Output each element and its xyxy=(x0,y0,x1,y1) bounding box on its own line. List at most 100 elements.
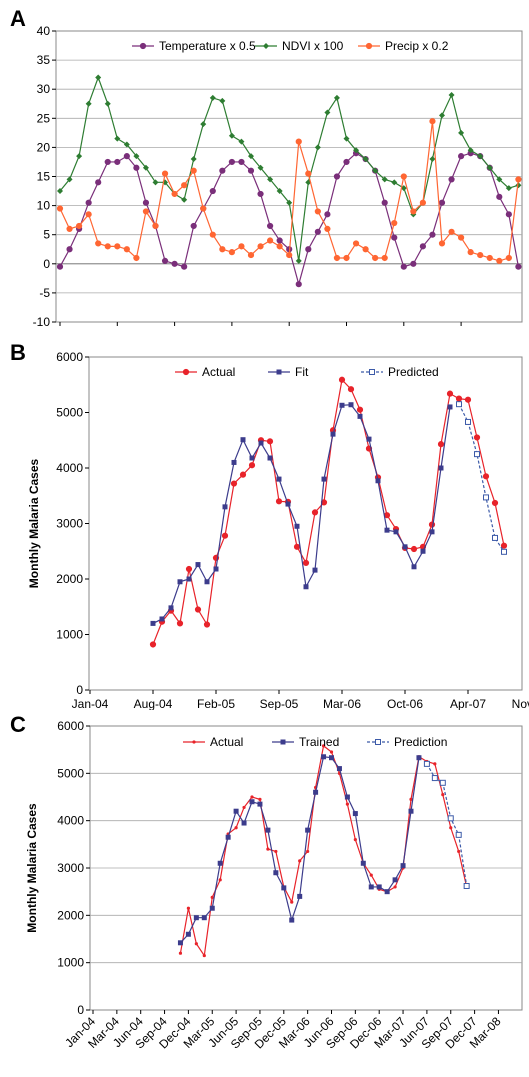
a-data-point xyxy=(238,158,245,166)
c-y-tick-label: 2000 xyxy=(57,908,84,922)
c-legend: Actual Trained Prediction xyxy=(183,735,447,749)
a-series-2 xyxy=(56,118,522,264)
b-data-point xyxy=(159,616,165,622)
c-y-axis-label: Monthly Malaria Cases xyxy=(25,803,39,933)
b-data-point xyxy=(149,641,157,648)
c-data-point xyxy=(376,884,382,890)
a-data-point xyxy=(505,254,512,262)
a-data-point xyxy=(276,243,283,250)
a-data-point xyxy=(429,156,436,163)
a-data-point xyxy=(295,257,302,264)
b-series-0 xyxy=(149,376,508,648)
a-y-tick-label: 30 xyxy=(37,82,51,96)
b-series-2 xyxy=(456,401,507,555)
a-data-point xyxy=(333,254,341,262)
c-data-point xyxy=(218,878,222,882)
a-data-point xyxy=(333,173,341,180)
panel-c: C 0 1000 2000 3000 4000 5000 6000 Jan-04 Mar-04 J… xyxy=(0,712,529,1077)
b-x-tick-label: Aug-04 xyxy=(134,697,173,710)
a-data-point xyxy=(104,100,111,107)
c-y-tick-label: 5000 xyxy=(57,766,84,780)
a-data-point xyxy=(372,254,379,262)
b-data-point xyxy=(222,504,228,510)
a-y-tick-label: 35 xyxy=(37,53,51,67)
a-data-point xyxy=(142,208,150,215)
a-data-point xyxy=(181,263,188,270)
b-data-point xyxy=(185,565,193,573)
a-data-point xyxy=(209,187,216,195)
a-data-point xyxy=(295,281,302,288)
c-data-point xyxy=(409,797,413,801)
c-data-point xyxy=(273,870,279,876)
a-data-point xyxy=(228,132,235,139)
a-x-tick-label: Jan-06 xyxy=(271,329,308,330)
c-legend-label: Trained xyxy=(299,735,339,749)
c-data-point xyxy=(431,775,438,782)
c-data-point xyxy=(449,826,453,830)
b-data-point xyxy=(384,527,390,533)
c-data-point xyxy=(194,942,198,946)
a-data-point xyxy=(190,156,197,163)
a-data-point xyxy=(324,211,331,218)
a-data-point xyxy=(410,260,417,267)
b-y-tick-label: 3000 xyxy=(56,517,83,531)
b-series-line xyxy=(152,404,451,624)
c-data-point xyxy=(274,849,278,854)
a-data-point xyxy=(142,164,149,171)
c-data-point xyxy=(400,863,406,869)
c-data-point xyxy=(234,826,238,830)
b-data-point xyxy=(294,523,300,529)
a-x-axis: Jan-04 Jul-04 Jan-05 Jul-05 Jan-06 Jul-06 Jan-… xyxy=(42,322,478,330)
c-data-point xyxy=(185,931,191,937)
a-legend-swatch-marker xyxy=(139,42,147,50)
a-data-point xyxy=(458,129,465,136)
a-data-point xyxy=(496,176,503,183)
b-data-point xyxy=(366,436,372,442)
b-data-point xyxy=(464,396,472,403)
a-data-point xyxy=(486,254,493,262)
c-data-point xyxy=(408,808,414,814)
c-data-point xyxy=(313,789,319,795)
a-y-tick-label: -10 xyxy=(33,315,51,329)
b-y-axis: 0 1000 2000 3000 4000 5000 6000 xyxy=(56,350,89,697)
a-data-point xyxy=(314,228,321,235)
b-data-point xyxy=(303,584,309,590)
a-data-point xyxy=(85,199,92,206)
a-data-point xyxy=(391,219,398,227)
a-data-point xyxy=(114,243,121,250)
b-data-point xyxy=(275,498,283,505)
a-x-tick-label: Jan-07 xyxy=(385,329,422,330)
a-data-point xyxy=(171,190,178,198)
c-data-point xyxy=(463,882,470,889)
b-data-point xyxy=(437,441,445,448)
a-data-point xyxy=(439,112,445,119)
a-data-point xyxy=(381,176,388,183)
a-data-point xyxy=(200,121,207,128)
a-data-point xyxy=(267,237,274,244)
b-series-line xyxy=(152,378,505,645)
b-data-point xyxy=(312,567,318,573)
a-y-tick-label: 20 xyxy=(37,140,51,154)
b-data-point xyxy=(492,534,498,541)
a-data-point xyxy=(219,167,226,174)
a-data-point xyxy=(515,182,522,189)
b-data-point xyxy=(411,564,417,570)
c-data-point xyxy=(233,808,239,814)
a-data-point xyxy=(324,109,331,116)
a-series-0 xyxy=(56,150,522,288)
a-data-point xyxy=(190,222,197,230)
panel-b: B 0 1000 2000 3000 4000 5000 6000 Jan-04 Aug-04 F… xyxy=(0,340,529,710)
b-data-point xyxy=(357,413,363,419)
b-x-tick-label: Jan-04 xyxy=(72,697,109,710)
a-data-point xyxy=(515,176,522,183)
a-data-point xyxy=(66,225,73,232)
chart-a: -10-50510152025303540Jan-04Jul-04Jan-05J… xyxy=(33,24,523,330)
b-legend-swatch-marker xyxy=(182,368,190,376)
b-x-tick-label: Mar-06 xyxy=(323,697,361,710)
c-data-point xyxy=(306,849,310,854)
c-data-point xyxy=(177,940,183,946)
b-data-point xyxy=(455,395,463,402)
a-x-tick-label: Jul-04 xyxy=(101,329,134,330)
b-data-point xyxy=(483,494,489,501)
a-series-line xyxy=(59,152,519,287)
